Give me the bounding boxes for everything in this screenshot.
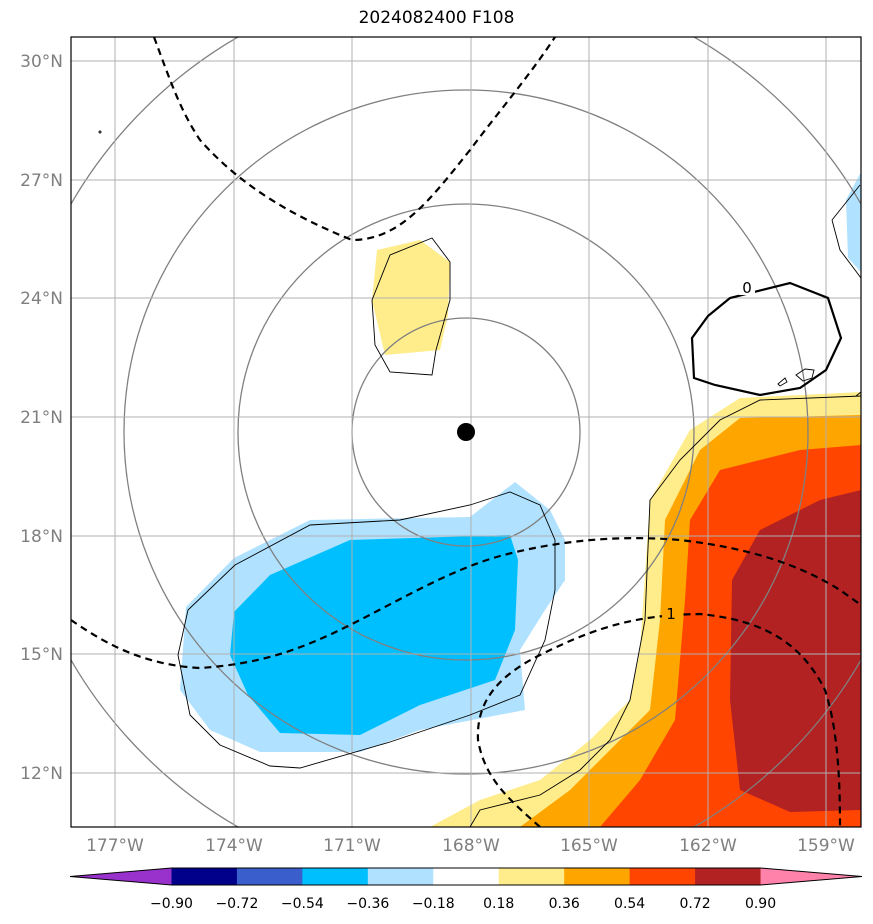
contour-label-0: 0 bbox=[742, 279, 752, 297]
colorbar-tick-label: −0.18 bbox=[412, 896, 455, 912]
colorbar-tick-label: 0.18 bbox=[483, 896, 514, 912]
solid-contour bbox=[690, 281, 843, 397]
dashed-contours bbox=[71, 37, 861, 827]
colorbar-extend-high bbox=[760, 868, 862, 885]
lon-tick-label: 174°W bbox=[205, 836, 263, 856]
colorbar-segment bbox=[236, 868, 303, 885]
colorbar-segment bbox=[498, 868, 565, 885]
colorbar-tick-label: −0.36 bbox=[346, 896, 389, 912]
lon-tick-label: 159°W bbox=[797, 836, 855, 856]
colorbar-tick-label: 0.36 bbox=[549, 896, 580, 912]
colorbar-segment bbox=[564, 868, 631, 885]
lat-tick-label: 24°N bbox=[20, 289, 63, 309]
map-title: 2024082400 F108 bbox=[358, 8, 515, 28]
colorbar-segment bbox=[367, 868, 434, 885]
lon-tick-label: 165°W bbox=[560, 836, 618, 856]
lon-tick-label: 168°W bbox=[442, 836, 500, 856]
colorbar-outline bbox=[69, 867, 863, 886]
colorbar-segment bbox=[433, 868, 500, 885]
lon-tick-label: 171°W bbox=[323, 836, 381, 856]
lon-tick-labels: 177°W 174°W 171°W 168°W 165°W 162°W 159°… bbox=[86, 836, 855, 856]
lon-tick-label: 162°W bbox=[679, 836, 737, 856]
thin-contours bbox=[98, 130, 861, 827]
lat-tick-label: 21°N bbox=[20, 408, 63, 428]
colorbar-tick-label: 0.90 bbox=[745, 896, 776, 912]
contour-label-1: 1 bbox=[666, 605, 676, 623]
lat-tick-label: 12°N bbox=[20, 764, 63, 784]
lat-tick-label: 27°N bbox=[20, 171, 63, 191]
colorbar: −0.90 −0.72 −0.54 −0.36 −0.18 0.18 0.36 0.54 0.7… bbox=[69, 867, 863, 912]
colorbar-segment bbox=[171, 868, 238, 885]
lon-tick-label: 177°W bbox=[86, 836, 144, 856]
colorbar-tick-label: −0.54 bbox=[281, 896, 324, 912]
colorbar-segment bbox=[695, 868, 762, 885]
lat-tick-label: 18°N bbox=[20, 527, 63, 547]
negative-anomaly-field bbox=[180, 172, 861, 752]
storm-center-marker bbox=[457, 423, 475, 441]
colorbar-extend-low bbox=[70, 868, 172, 885]
colorbar-tick-label: 0.72 bbox=[680, 896, 711, 912]
graticule bbox=[71, 37, 861, 827]
lat-tick-label: 15°N bbox=[20, 645, 63, 665]
colorbar-tick-label: 0.54 bbox=[614, 896, 645, 912]
colorbar-segment bbox=[629, 868, 696, 885]
colorbar-tick-label: −0.90 bbox=[150, 896, 193, 912]
colorbar-segment bbox=[302, 868, 369, 885]
plot-frame bbox=[70, 36, 862, 828]
lat-tick-label: 30°N bbox=[20, 52, 63, 72]
lat-tick-labels: 30°N 27°N 24°N 21°N 18°N 15°N 12°N bbox=[20, 52, 63, 784]
colorbar-tick-label: −0.72 bbox=[215, 896, 258, 912]
